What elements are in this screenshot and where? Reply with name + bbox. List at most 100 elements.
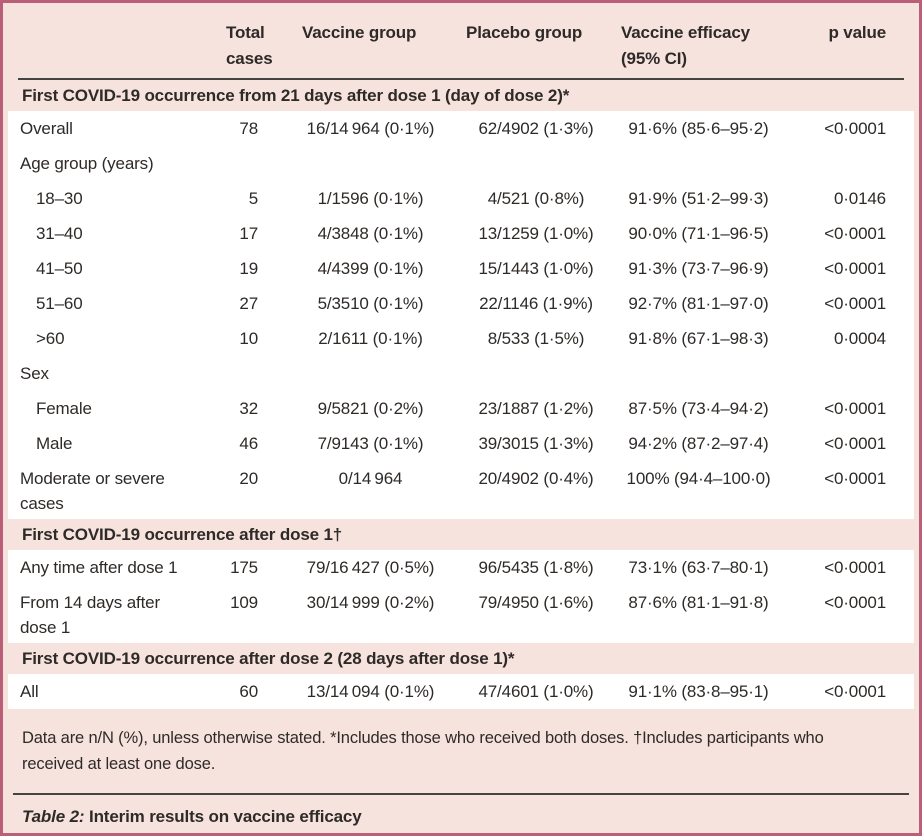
placebo-group-cell: 20/4902 (0·4%) [478, 469, 594, 488]
column-header-empty [8, 20, 208, 72]
vaccine-efficacy-cell: 91·8% (67·1–98·3) [628, 329, 769, 348]
vaccine-efficacy-cell: 73·1% (63·7–80·1) [628, 558, 769, 577]
table-row: Sex [8, 356, 914, 391]
total-cases-cell: 19 [239, 259, 258, 278]
total-cases-cell: 32 [239, 399, 258, 418]
header-divider [18, 78, 904, 80]
p-value-cell: <0·0001 [824, 434, 886, 453]
vaccine-efficacy-cell: 92·7% (81·1–97·0) [628, 294, 769, 313]
p-value-cell: <0·0001 [824, 399, 886, 418]
caption-divider [13, 793, 909, 795]
p-value-cell: 0·0004 [833, 329, 886, 348]
table-row: 41–50 19 4/4399 (0·1%) 15/1443 (1·0%) 91·3% … [8, 251, 914, 286]
total-cases-cell: 46 [239, 434, 258, 453]
table-area: Total cases Vaccine group Placebo group … [3, 3, 919, 709]
vaccine-group-cell: 0/14 964 [338, 469, 403, 488]
row-label: Moderate or severe cases [20, 469, 165, 513]
section-header: First COVID-19 occurrence after dose 1† [8, 519, 914, 550]
p-value-cell: <0·0001 [824, 558, 886, 577]
section-header: First COVID-19 occurrence from 21 days a… [8, 80, 914, 111]
placebo-group-cell: 47/4601 (1·0%) [478, 682, 594, 701]
table-row: 31–40 17 4/3848 (0·1%) 13/1259 (1·0%) 90·0% … [8, 216, 914, 251]
vaccine-efficacy-cell: 91·6% (85·6–95·2) [628, 119, 769, 138]
column-header-row: Total cases Vaccine group Placebo group … [8, 3, 914, 78]
placebo-group-cell: 15/1443 (1·0%) [478, 259, 594, 278]
column-header-total-cases: Total cases [226, 23, 273, 68]
p-value-cell: <0·0001 [824, 593, 886, 612]
placebo-group-cell: 13/1259 (1·0%) [478, 224, 594, 243]
vaccine-efficacy-cell: 90·0% (71·1–96·5) [628, 224, 769, 243]
row-label: Any time after dose 1 [20, 558, 178, 577]
p-value-cell: <0·0001 [824, 259, 886, 278]
table-caption-text: Interim results on vaccine efficacy [84, 807, 362, 826]
placebo-group-cell: 8/533 (1·5%) [487, 329, 585, 348]
vaccine-efficacy-cell: 91·1% (83·8–95·1) [628, 682, 769, 701]
row-label: Age group (years) [20, 154, 154, 173]
vaccine-efficacy-cell: 91·3% (73·7–96·9) [628, 259, 769, 278]
table-caption-label: Table 2: [22, 807, 85, 826]
placebo-group-cell: 22/1146 (1·9%) [479, 294, 593, 313]
vaccine-group-cell: 4/4399 (0·1%) [317, 259, 424, 278]
vaccine-group-cell: 4/3848 (0·1%) [317, 224, 424, 243]
column-header-placebo-group: Placebo group [466, 23, 583, 42]
row-label: Male [36, 434, 73, 453]
row-label: 51–60 [36, 294, 83, 313]
vaccine-group-cell: 1/1596 (0·1%) [317, 189, 424, 208]
vaccine-group-cell: 30/14 999 (0·2%) [306, 593, 435, 612]
row-label: From 14 days after dose 1 [20, 593, 160, 637]
vaccine-group-cell: 79/16 427 (0·5%) [306, 558, 435, 577]
section-header: First COVID-19 occurrence after dose 2 (… [8, 643, 914, 674]
total-cases-cell: 175 [230, 558, 258, 577]
row-label: 18–30 [36, 189, 83, 208]
table-footnote: Data are n/N (%), unless otherwise state… [22, 729, 824, 773]
p-value-cell: <0·0001 [824, 682, 886, 701]
vaccine-group-cell: 7/9143 (0·1%) [317, 434, 424, 453]
row-label: 41–50 [36, 259, 83, 278]
row-label: Female [36, 399, 92, 418]
placebo-group-cell: 62/4902 (1·3%) [478, 119, 594, 138]
table-row: 18–30 5 1/1596 (0·1%) 4/521 (0·8%) 91·9% (51… [8, 181, 914, 216]
table-caption: Table 2: Interim results on vaccine effi… [3, 795, 919, 828]
table-body: First COVID-19 occurrence from 21 days a… [8, 80, 914, 709]
total-cases-cell: 27 [239, 294, 258, 313]
p-value-cell: <0·0001 [824, 294, 886, 313]
table-row: All 60 13/14 094 (0·1%) 47/4601 (1·0%) 91·1%… [8, 674, 914, 709]
table-row: Overall 78 16/14 964 (0·1%) 62/4902 (1·3%) 9… [8, 111, 914, 146]
table-row: 51–60 27 5/3510 (0·1%) 22/1146 (1·9%) 92·7% … [8, 286, 914, 321]
section-rows: All 60 13/14 094 (0·1%) 47/4601 (1·0%) 91·1%… [8, 674, 914, 709]
total-cases-cell: 109 [230, 593, 258, 612]
total-cases-cell: 10 [239, 329, 258, 348]
table-row: Female 32 9/5821 (0·2%) 23/1887 (1·2%) 87·5%… [8, 391, 914, 426]
total-cases-cell: 5 [248, 189, 258, 208]
vaccine-group-cell: 16/14 964 (0·1%) [306, 119, 435, 138]
p-value-cell: 0·0146 [833, 189, 886, 208]
section-rows: Any time after dose 1 175 79/16 427 (0·5%)… [8, 550, 914, 643]
row-label: Sex [20, 364, 49, 383]
placebo-group-cell: 39/3015 (1·3%) [478, 434, 594, 453]
table-row: Age group (years) [8, 146, 914, 181]
placebo-group-cell: 23/1887 (1·2%) [478, 399, 594, 418]
column-header-p-value: p value [828, 23, 886, 42]
vaccine-efficacy-cell: 87·6% (81·1–91·8) [628, 593, 769, 612]
vaccine-group-cell: 2/1611 (0·1%) [318, 329, 423, 348]
row-label: >60 [36, 329, 65, 348]
table-row: >60 10 2/1611 (0·1%) 8/533 (1·5%) 91·8% (67·… [8, 321, 914, 356]
placebo-group-cell: 4/521 (0·8%) [487, 189, 585, 208]
placebo-group-cell: 96/5435 (1·8%) [478, 558, 594, 577]
total-cases-cell: 78 [239, 119, 258, 138]
p-value-cell: <0·0001 [824, 224, 886, 243]
total-cases-cell: 20 [239, 469, 258, 488]
vaccine-efficacy-cell: 91·9% (51·2–99·3) [628, 189, 769, 208]
p-value-cell: <0·0001 [824, 469, 886, 488]
vaccine-group-cell: 13/14 094 (0·1%) [306, 682, 435, 701]
vaccine-group-cell: 9/5821 (0·2%) [317, 399, 424, 418]
column-header-vaccine-group: Vaccine group [302, 23, 417, 42]
table-row: Male 46 7/9143 (0·1%) 39/3015 (1·3%) 94·2% (… [8, 426, 914, 461]
row-label: 31–40 [36, 224, 83, 243]
vaccine-efficacy-cell: 94·2% (87·2–97·4) [628, 434, 769, 453]
column-header-vaccine-efficacy: Vaccine efficacy (95% CI) [621, 23, 750, 68]
vaccine-efficacy-cell: 100% (94·4–100·0) [626, 469, 771, 488]
total-cases-cell: 60 [239, 682, 258, 701]
row-label: Overall [20, 119, 73, 138]
